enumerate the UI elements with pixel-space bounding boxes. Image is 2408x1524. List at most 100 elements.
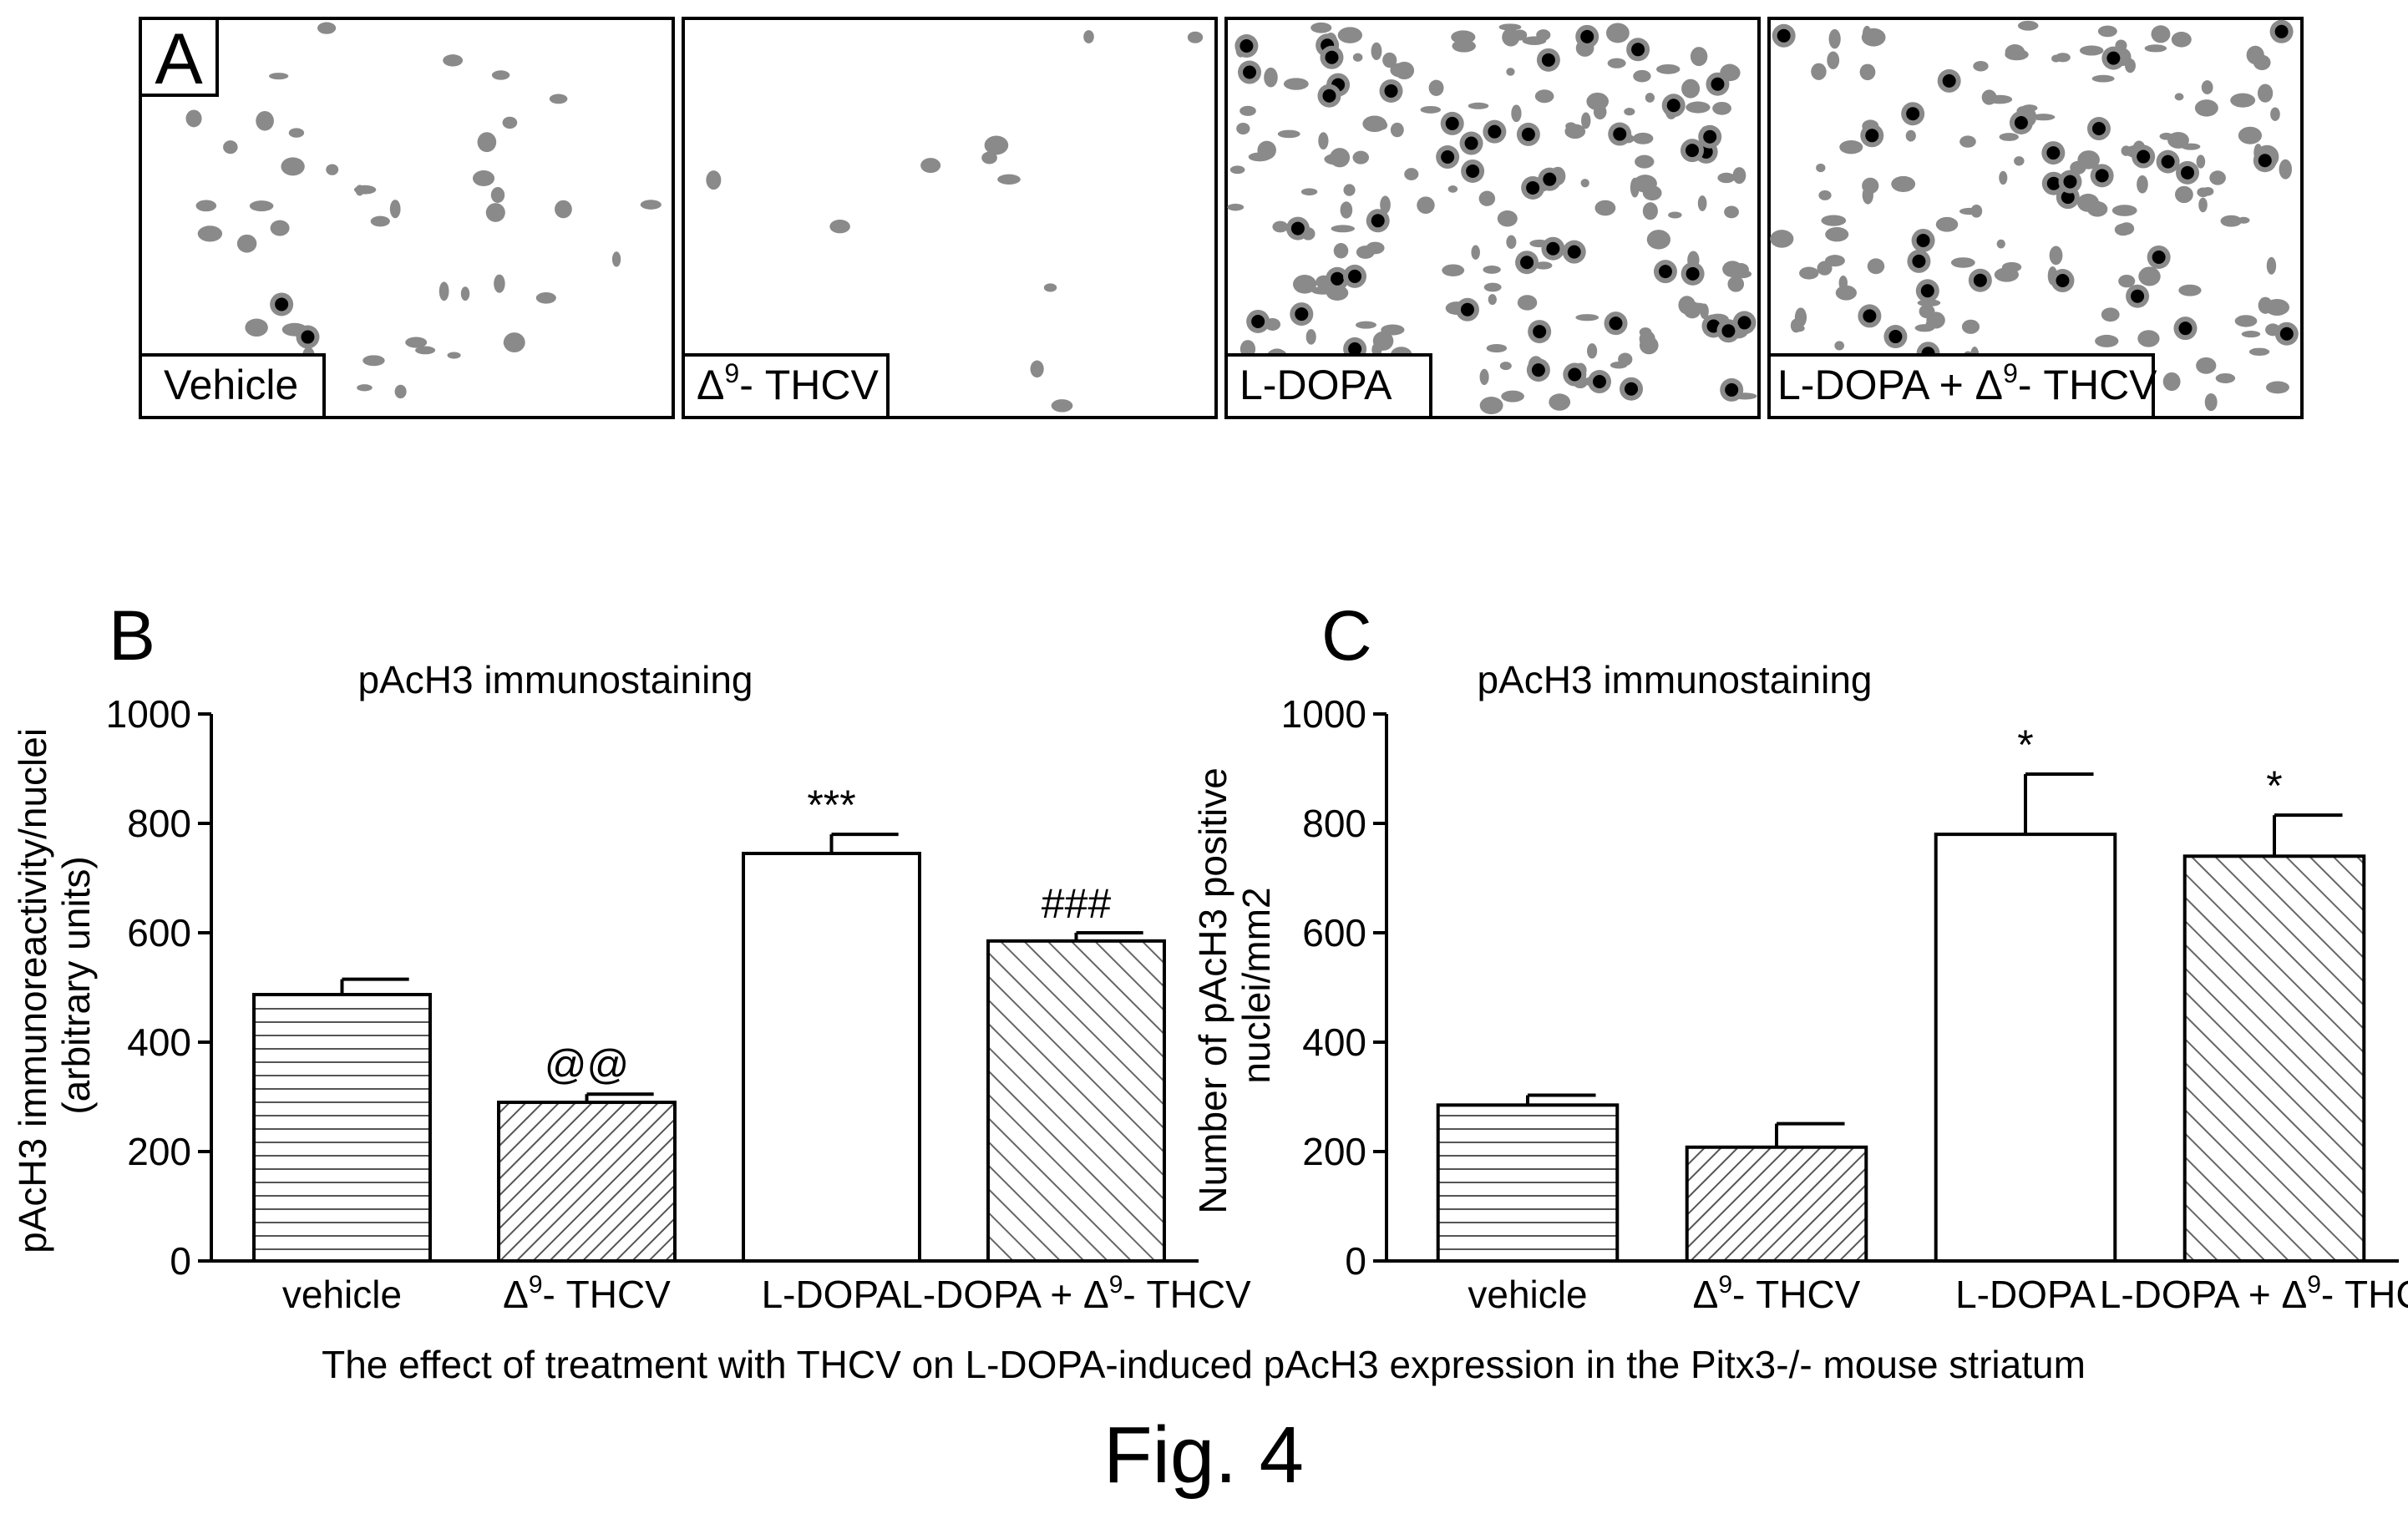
micrograph-nucleus (362, 355, 385, 367)
micrograph-nucleus (415, 346, 436, 355)
y-tick-label: 200 (1302, 1130, 1366, 1173)
y-tick-label: 200 (127, 1130, 191, 1173)
micrograph-nucleus-stained (1251, 314, 1265, 328)
micrograph-label: L-DOPA (1239, 362, 1392, 408)
micrograph-nucleus (460, 286, 470, 301)
micrograph-nucleus-stained (2091, 122, 2106, 136)
micrograph-nucleus (1471, 245, 1480, 260)
chart-c-ylabel-line1: Number of pAcH3 positive (1191, 767, 1234, 1213)
micrograph-nucleus (2204, 392, 2218, 412)
micrograph-nucleus (1633, 69, 1651, 83)
micrograph-nucleus-stained (1567, 245, 1581, 259)
micrograph-nucleus (1352, 150, 1370, 165)
micrograph-nucleus (1839, 139, 1863, 154)
micrograph-nucleus (1497, 210, 1518, 227)
micrograph-nucleus (1356, 246, 1375, 259)
micrograph-nucleus (1834, 341, 1844, 351)
micrograph-nucleus (1655, 63, 1681, 74)
micrograph-nucleus (1428, 79, 1444, 96)
micrograph-nucleus (1594, 200, 1616, 216)
micrograph-nucleus (1486, 343, 1508, 353)
micrograph-nucleus (1478, 190, 1496, 206)
x-tick-label: L-DOPA (1955, 1273, 2096, 1316)
micrograph-thcv: Δ9- THCV (682, 17, 1218, 419)
micrograph-nucleus (2215, 372, 2236, 383)
micrograph-nucleus (1732, 167, 1746, 185)
micrograph-nucleus-stained (1441, 150, 1455, 165)
micrograph-spots (1770, 19, 2299, 412)
micrograph-nucleus (2005, 44, 2025, 60)
micrograph-nucleus (1447, 185, 1458, 193)
micrograph-nucleus-stained (1912, 254, 1926, 268)
micrograph-nucleus (1333, 242, 1349, 259)
micrograph-nucleus (2079, 45, 2104, 56)
micrograph-nucleus-stained (1625, 382, 1639, 396)
micrograph-nucleus (1283, 78, 1309, 90)
micrograph-nucleus (1305, 329, 1316, 345)
micrograph-nucleus-stained (2274, 24, 2289, 38)
micrograph-nucleus (611, 251, 621, 267)
micrograph-nucleus (1479, 397, 1503, 415)
micrograph-nucleus-stained (1445, 116, 1459, 130)
micrograph-nucleus (2137, 330, 2160, 347)
micrograph-nucleus (2076, 193, 2100, 212)
micrograph-label-box (1767, 353, 2155, 419)
micrograph-nucleus (1697, 195, 1707, 211)
chart-c-ylabel-line2: nuclei/mm2 (1234, 887, 1278, 1083)
micrograph-nucleus (1606, 23, 1630, 43)
micrograph-nucleus (1959, 135, 1976, 148)
micrograph-nucleus (2097, 25, 2117, 38)
micrograph-nucleus (1292, 274, 1317, 294)
micrograph-nucleus (1668, 211, 1682, 219)
micrograph-nucleus (1051, 399, 1073, 413)
micrograph-nucleus (1404, 168, 1419, 180)
micrograph-nucleus-stained (1290, 221, 1305, 235)
panel-a-letter-box (139, 17, 219, 97)
micrograph-nucleus (245, 318, 268, 337)
micrograph-nucleus (1236, 122, 1250, 135)
micrograph-nucleus (1498, 23, 1522, 31)
micrograph-nucleus (1499, 362, 1512, 371)
x-tick-label: Δ9- THCV (503, 1271, 671, 1316)
micrograph-nucleus (1959, 207, 1980, 215)
chart-b-ylabel: pAcH3 immunoreactivity/nuclei (arbitrary… (11, 717, 98, 1253)
micrograph-nucleus (357, 384, 373, 392)
y-tick-label: 800 (1302, 802, 1366, 845)
micrograph-nucleus (2198, 197, 2208, 213)
micrograph-nucleus (2174, 93, 2184, 101)
micrograph-nucleus (1083, 30, 1094, 44)
micrograph-nucleus (2246, 45, 2264, 65)
y-tick-label: 800 (127, 802, 191, 845)
micrograph-nucleus-stained (1658, 265, 1672, 279)
micrograph-nucleus (1994, 267, 2020, 282)
micrograph-nucleus (2031, 114, 2056, 121)
micrograph-nucleus (1632, 132, 1654, 144)
micrograph-nucleus (1635, 154, 1655, 169)
micrograph-nucleus-stained (1721, 324, 1736, 338)
micrograph-nucleus-stained (1488, 124, 1502, 139)
micrograph-nucleus (1642, 202, 1658, 220)
micrograph-nucleus (2167, 131, 2189, 149)
panel-c-letter: C (1321, 596, 1372, 675)
micrograph-nucleus-stained (1541, 53, 1555, 67)
micrograph-nucleus (1442, 264, 1465, 276)
micrograph-nucleus (1961, 319, 1980, 334)
micrograph-nucleus (494, 274, 505, 293)
micrograph-nucleus-stained (2137, 149, 2151, 164)
bar (986, 939, 1166, 1263)
micrograph-nucleus-stained (2046, 146, 2061, 160)
micrograph-nucleus (2014, 156, 2025, 166)
micrograph-nucleus (1479, 368, 1489, 386)
bar (252, 993, 432, 1263)
micrograph-nucleus-stained (1685, 144, 1699, 158)
micrograph-nucleus-stained (1888, 330, 1903, 344)
micrograph-nucleus (256, 110, 274, 131)
micrograph-nucleus (1451, 30, 1476, 44)
bar (742, 852, 921, 1263)
significance-label: ### (1042, 880, 1112, 927)
x-tick-label: L-DOPA + Δ9- THCV (901, 1271, 1251, 1316)
micrograph-nucleus (2220, 215, 2243, 227)
micrograph-nucleus (1905, 129, 1916, 142)
bar (497, 1101, 677, 1263)
micrograph-nucleus-stained (1295, 307, 1309, 322)
